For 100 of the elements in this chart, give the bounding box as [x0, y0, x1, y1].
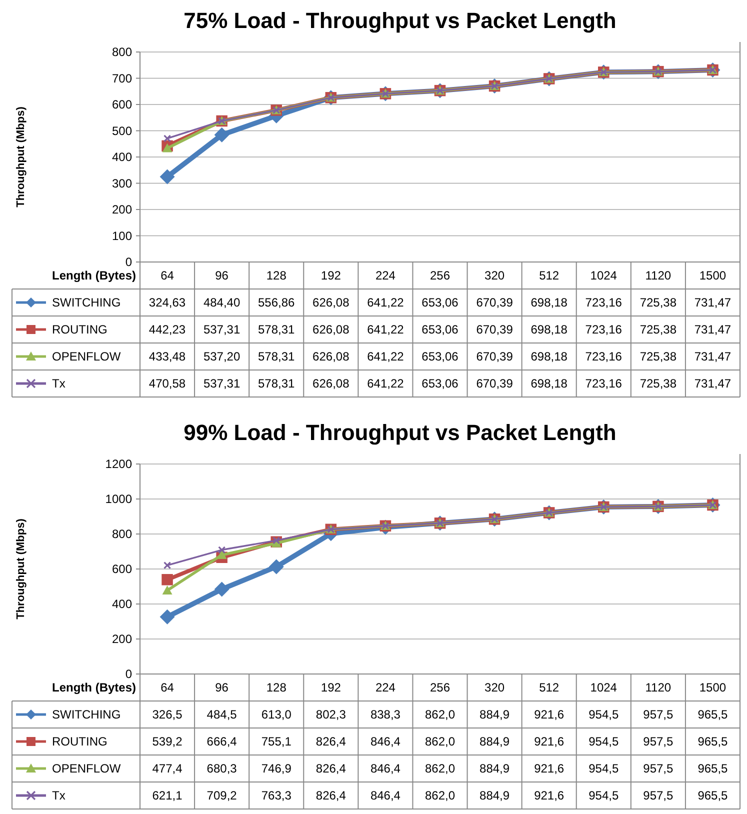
data-label: 477,4 [152, 762, 183, 776]
data-label: 884,9 [480, 708, 510, 722]
y-tick-label: 500 [112, 124, 132, 138]
data-label: 921,6 [534, 708, 564, 722]
data-label: 626,08 [312, 322, 350, 337]
data-label: 862,0 [424, 788, 456, 803]
data-label: 957,5 [643, 788, 674, 803]
data-label: 725,38 [640, 322, 677, 337]
data-label: 670,39 [476, 322, 514, 337]
data-label: 731,47 [694, 296, 732, 310]
data-label: 954,5 [588, 762, 619, 776]
legend-label: SWITCHING [52, 708, 121, 722]
data-label: 802,3 [316, 708, 346, 722]
x-tick-label: 1024 [590, 268, 618, 283]
data-label: 763,3 [261, 788, 292, 803]
data-label: 670,39 [476, 376, 514, 391]
y-tick-label: 400 [112, 597, 132, 612]
y-tick-label: 800 [112, 45, 132, 60]
legend-label: ROUTING [52, 734, 108, 749]
data-label: 755,1 [261, 734, 292, 749]
x-tick-label: 512 [539, 680, 560, 695]
point [163, 134, 172, 142]
y-tick-label: 1000 [105, 492, 132, 506]
data-label: 578,31 [258, 350, 296, 364]
point [162, 574, 173, 586]
x-tick-label: 128 [266, 268, 287, 283]
data-label: 965,5 [698, 762, 728, 776]
x-tick-label: 192 [320, 268, 342, 283]
y-tick-label: 100 [112, 228, 132, 243]
x-axis-title: Length (Bytes) [52, 680, 136, 695]
x-tick-label: 96 [215, 268, 229, 283]
legend-label: ROUTING [52, 322, 108, 337]
data-label: 826,4 [316, 788, 346, 803]
data-label: 731,47 [694, 376, 732, 391]
data-label: 884,9 [480, 788, 510, 803]
data-label: 725,38 [640, 376, 677, 391]
data-label: 921,6 [534, 734, 564, 749]
x-tick-label: 128 [266, 680, 287, 695]
legend-label: Tx [52, 788, 66, 803]
data-label: 442,23 [148, 322, 186, 337]
data-label: 921,6 [534, 788, 564, 803]
data-label: 537,31 [203, 376, 240, 391]
data-label: 826,4 [316, 734, 346, 749]
x-tick-label: 320 [484, 680, 505, 695]
data-label: 846,4 [370, 734, 401, 749]
legend-label: SWITCHING [52, 296, 121, 310]
data-label: 613,0 [261, 708, 292, 722]
data-label: 653,06 [422, 322, 459, 337]
data-label: 641,22 [367, 296, 404, 310]
x-tick-label: 64 [160, 680, 174, 695]
point [214, 127, 230, 142]
x-tick-label: 1120 [645, 268, 672, 283]
x-tick-label: 96 [215, 680, 229, 695]
data-label: 670,39 [476, 350, 514, 364]
data-label: 641,22 [367, 350, 404, 364]
data-label: 709,2 [206, 788, 238, 803]
data-label: 862,0 [424, 708, 456, 722]
data-label: 957,5 [643, 734, 674, 749]
data-label: 621,1 [152, 788, 183, 803]
x-tick-label: 1120 [645, 680, 672, 695]
data-label: 324,63 [148, 296, 186, 310]
point [214, 582, 230, 597]
y-tick-label: 600 [112, 98, 132, 112]
data-label: 698,18 [530, 376, 568, 391]
data-label: 578,31 [258, 376, 296, 391]
data-label: 725,38 [640, 296, 677, 310]
data-label: 921,6 [534, 762, 564, 776]
x-tick-label: 1024 [590, 680, 618, 695]
x-tick-label: 224 [375, 268, 396, 283]
data-label: 731,47 [694, 322, 732, 337]
data-label: 846,4 [370, 762, 401, 776]
data-label: 698,18 [530, 350, 568, 364]
data-label: 723,16 [585, 350, 622, 364]
point [162, 143, 172, 152]
data-label: 862,0 [424, 734, 456, 749]
data-label: 537,31 [203, 322, 240, 337]
legend-label: OPENFLOW [52, 762, 122, 776]
y-tick-label: 1200 [105, 457, 132, 472]
x-tick-label: 1500 [699, 268, 726, 283]
y-tick-label: 200 [112, 202, 132, 217]
data-label: 670,39 [476, 296, 514, 310]
x-tick-label: 320 [484, 268, 505, 283]
x-tick-label: 512 [539, 268, 560, 283]
y-tick-label: 600 [112, 562, 132, 576]
data-label: 846,4 [370, 788, 401, 803]
data-label: 731,47 [694, 350, 732, 364]
data-label: 641,22 [367, 322, 404, 337]
data-label: 838,3 [370, 708, 401, 722]
point [218, 546, 226, 554]
y-tick-label: 0 [125, 667, 132, 682]
data-label: 957,5 [643, 762, 674, 776]
data-label: 746,9 [261, 762, 292, 776]
data-label: 698,18 [530, 296, 568, 310]
x-axis-title: Length (Bytes) [52, 268, 136, 283]
x-tick-label: 64 [160, 268, 174, 283]
data-label: 723,16 [585, 296, 622, 310]
data-label: 954,5 [588, 708, 619, 722]
y-axis-title: Throughput (Mbps) [15, 106, 27, 208]
chart-title: 99% Load - Throughput vs Packet Length [184, 420, 616, 445]
legend-label: OPENFLOW [52, 350, 122, 364]
